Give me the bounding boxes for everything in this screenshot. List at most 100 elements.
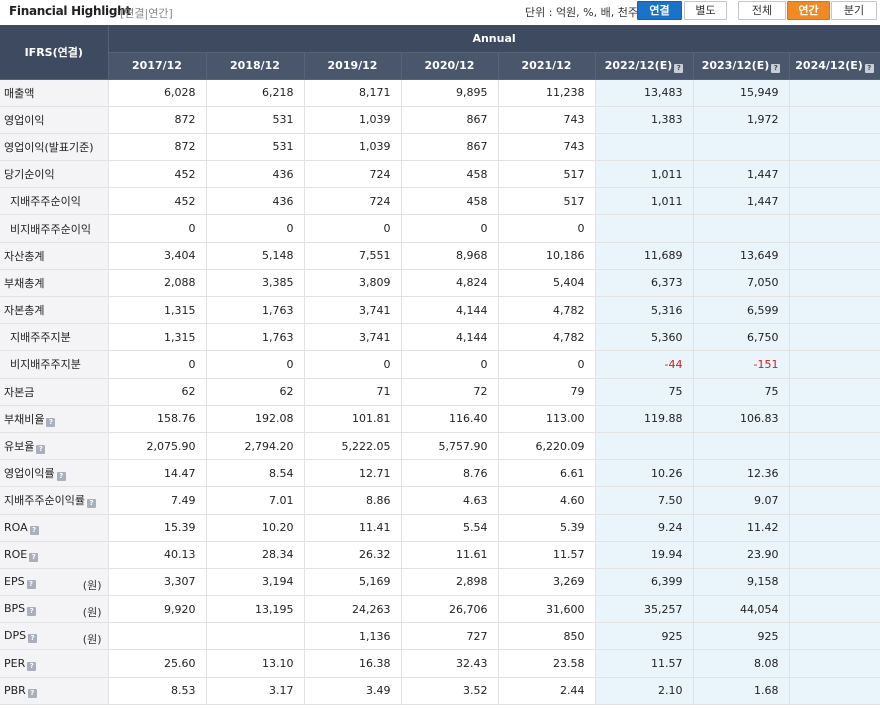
row-label-cell: 자본총계: [0, 296, 109, 325]
value-cell: [789, 622, 880, 651]
value-cell: 15.39: [108, 514, 207, 542]
all-period-button[interactable]: 전체: [738, 1, 786, 20]
value-cell: [789, 296, 880, 325]
help-icon[interactable]: ?: [86, 499, 96, 509]
separate-button[interactable]: 별도: [684, 1, 727, 20]
value-cell: [789, 595, 880, 624]
value-cell: 1.68: [693, 677, 790, 705]
value-cell: 75: [595, 378, 694, 406]
table-row: PER? 25.60 13.10 16.38 32.43 23.58 11.57 8.08: [0, 649, 880, 678]
value-cell: 925: [595, 622, 694, 651]
value-cell: 3,741: [304, 323, 402, 352]
value-cell: 24,263: [304, 595, 402, 624]
help-icon[interactable]: ?: [29, 525, 39, 535]
help-icon[interactable]: ?: [26, 579, 36, 589]
value-cell: 75: [693, 378, 790, 406]
value-cell: 62: [206, 378, 305, 406]
value-cell: 35,257: [595, 595, 694, 624]
value-cell: 6,599: [693, 296, 790, 325]
value-cell: [789, 323, 880, 352]
value-cell: 3.49: [304, 677, 402, 705]
value-cell: 3,385: [206, 269, 305, 298]
value-cell: [595, 133, 694, 162]
value-cell: 12.36: [693, 459, 790, 488]
value-cell: 743: [498, 133, 596, 162]
value-cell: 6,028: [108, 79, 207, 107]
value-cell: 11.41: [304, 514, 402, 542]
value-cell: [789, 486, 880, 515]
value-cell: 0: [108, 350, 207, 379]
value-cell: 5,148: [206, 242, 305, 270]
help-icon[interactable]: ?: [36, 445, 46, 455]
value-cell: 10.26: [595, 459, 694, 488]
quarterly-button[interactable]: 분기: [831, 1, 877, 20]
year-header: 2019/12: [304, 52, 402, 80]
value-cell: 4,144: [401, 323, 499, 352]
value-cell: 517: [498, 160, 596, 189]
value-cell: 4,144: [401, 296, 499, 325]
row-unit: (원): [82, 633, 102, 647]
help-icon[interactable]: ?: [56, 472, 66, 482]
table-row: 영업이익(발표기준) 872 531 1,039 867 743: [0, 133, 880, 162]
value-cell: 31,600: [498, 595, 596, 624]
table-row: ROE? 40.13 28.34 26.32 11.61 11.57 19.94 23.90: [0, 541, 880, 569]
value-cell: 1,972: [693, 106, 790, 134]
help-icon[interactable]: ?: [674, 63, 684, 73]
consolidated-button[interactable]: 연결: [637, 1, 682, 20]
value-cell: [693, 432, 790, 461]
value-cell: 19.94: [595, 541, 694, 569]
value-cell: [789, 405, 880, 433]
value-cell: 1,315: [108, 296, 207, 325]
value-cell: [789, 514, 880, 542]
value-cell: 23.58: [498, 649, 596, 678]
row-label: 지배주주순이익: [10, 195, 81, 209]
value-cell: 3,741: [304, 296, 402, 325]
value-cell: 4.63: [401, 486, 499, 515]
value-cell: 7.50: [595, 486, 694, 515]
table-row: 자본금 62 62 71 72 79 75 75: [0, 378, 880, 406]
help-icon[interactable]: ?: [27, 661, 37, 671]
value-cell: [789, 242, 880, 270]
value-cell: 158.76: [108, 405, 207, 433]
row-label-cell: DPS? (원): [0, 622, 109, 651]
value-cell: [789, 269, 880, 298]
value-cell: [789, 214, 880, 243]
row-label: 지배주주순이익률: [4, 494, 85, 508]
value-cell: 8.08: [693, 649, 790, 678]
value-cell: 0: [401, 350, 499, 379]
value-cell: 0: [206, 214, 305, 243]
help-icon[interactable]: ?: [864, 63, 874, 73]
year-label: 2018/12: [230, 59, 280, 72]
header-bar: Financial Highlight [연결|연간] 단위 : 억원, %, …: [0, 0, 880, 24]
value-cell: 14.47: [108, 459, 207, 488]
help-icon[interactable]: ?: [46, 417, 56, 427]
row-label: 영업이익률: [4, 467, 55, 481]
help-icon[interactable]: ?: [27, 688, 37, 698]
row-label: ROE: [4, 547, 28, 561]
row-label: DPS: [4, 629, 27, 643]
value-cell: 6,218: [206, 79, 305, 107]
row-label-cell: BPS? (원): [0, 595, 109, 624]
help-icon[interactable]: ?: [771, 63, 781, 73]
help-icon[interactable]: ?: [28, 634, 38, 644]
annual-button[interactable]: 연간: [787, 1, 830, 20]
table-row: 자본총계 1,315 1,763 3,741 4,144 4,782 5,316 6,599: [0, 296, 880, 325]
value-cell: 11,238: [498, 79, 596, 107]
year-header: 2024/12(E)?: [789, 52, 880, 80]
help-icon[interactable]: ?: [29, 552, 39, 562]
value-cell: 2,898: [401, 568, 499, 597]
value-cell: 5,316: [595, 296, 694, 325]
row-label-cell: 지배주주순이익: [0, 187, 109, 216]
value-cell: [693, 214, 790, 243]
value-cell: [789, 649, 880, 678]
row-label-cell: 지배주주지분: [0, 323, 109, 352]
table-row: 자산총계 3,404 5,148 7,551 8,968 10,186 11,689 13,6…: [0, 242, 880, 270]
value-cell: 28.34: [206, 541, 305, 569]
value-cell: 4,782: [498, 323, 596, 352]
row-label-cell: EPS? (원): [0, 568, 109, 597]
help-icon[interactable]: ?: [27, 607, 37, 617]
annual-header: Annual: [108, 25, 880, 53]
table-row: 비지배주주순이익 0 0 0 0 0: [0, 214, 880, 243]
value-cell: 9,895: [401, 79, 499, 107]
value-cell: 79: [498, 378, 596, 406]
